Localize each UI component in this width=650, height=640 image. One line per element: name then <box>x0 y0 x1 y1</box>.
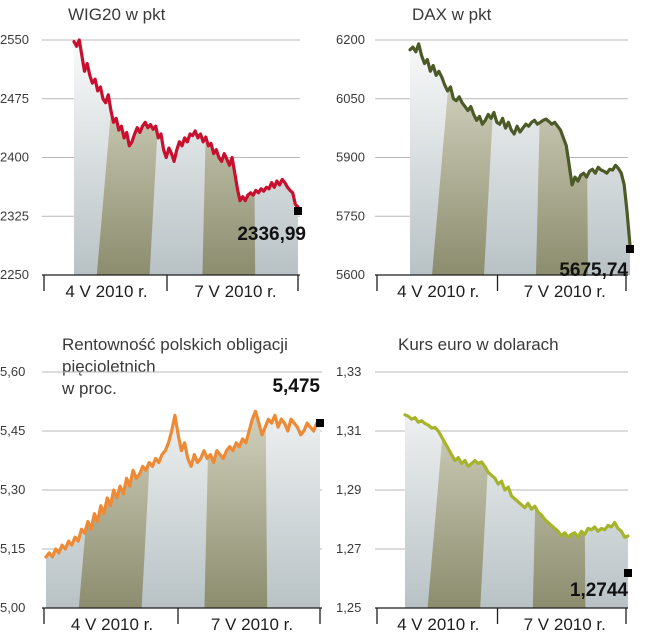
x-axis-label: 7 V 2010 r. <box>524 615 606 634</box>
x-axis-label: 7 V 2010 r. <box>194 282 276 301</box>
chart-title: w proc. <box>61 379 117 398</box>
last-value-label: 5,475 <box>272 376 320 397</box>
series-line <box>408 42 632 247</box>
x-axis-label: 7 V 2010 r. <box>524 282 606 301</box>
x-axis-label: 4 V 2010 r. <box>397 282 479 301</box>
last-value-marker <box>624 569 632 577</box>
chart-title: Rentowność polskich obligacji <box>62 335 288 354</box>
y-tick-label: 5,30 <box>0 482 25 497</box>
floor-stripe <box>480 414 541 608</box>
chart-title: pięcioletnich <box>62 357 156 376</box>
last-value-label: 2336,99 <box>237 224 306 245</box>
y-tick-label: 5,45 <box>0 423 25 438</box>
floor-stripe <box>536 43 590 275</box>
y-tick-label: 2475 <box>0 91 29 106</box>
series-line <box>72 38 300 209</box>
y-tick-label: 2550 <box>0 32 29 47</box>
floor-stripe <box>410 43 456 275</box>
y-tick-label: 2250 <box>0 267 29 282</box>
y-tick-label: 1,27 <box>336 541 361 556</box>
x-axis-label: 4 V 2010 r. <box>71 615 153 634</box>
chart-title: Kurs euro w dolarach <box>398 335 559 354</box>
series-line <box>403 413 630 539</box>
y-tick-label: 1,29 <box>336 482 361 497</box>
y-tick-label: 5900 <box>336 150 365 165</box>
y-tick-label: 5750 <box>336 208 365 223</box>
y-tick-label: 5,60 <box>0 364 25 379</box>
x-axis-label: 7 V 2010 r. <box>211 615 293 634</box>
chart-title: WIG20 w pkt <box>68 5 166 24</box>
y-tick-label: 5,15 <box>0 541 25 556</box>
y-tick-label: 2325 <box>0 208 29 223</box>
series-line <box>44 409 322 559</box>
last-value-label: 5675,74 <box>559 260 628 281</box>
floor-stripe <box>141 411 213 608</box>
last-value-marker <box>294 207 302 215</box>
floor-stripe <box>586 43 630 275</box>
last-value-marker <box>626 245 634 253</box>
floor-stripe <box>484 43 544 275</box>
y-tick-label: 2400 <box>0 150 29 165</box>
last-value-marker <box>316 419 324 427</box>
y-tick-label: 6200 <box>336 32 365 47</box>
floor-stripe <box>532 414 588 608</box>
y-tick-label: 1,33 <box>336 364 361 379</box>
y-tick-label: 1,31 <box>336 423 361 438</box>
y-tick-label: 5600 <box>336 267 365 282</box>
chart-title: DAX w pkt <box>412 5 492 24</box>
floor-stripe <box>149 40 211 275</box>
y-tick-label: 6050 <box>336 91 365 106</box>
x-axis-label: 4 V 2010 r. <box>65 282 147 301</box>
y-tick-label: 1,25 <box>336 600 361 615</box>
floor-stripe <box>204 411 270 608</box>
last-value-label: 1,2744 <box>570 580 629 601</box>
area-fill <box>410 43 630 275</box>
y-tick-label: 5,00 <box>0 600 25 615</box>
area-fill <box>405 414 628 608</box>
x-axis-label: 4 V 2010 r. <box>397 615 479 634</box>
